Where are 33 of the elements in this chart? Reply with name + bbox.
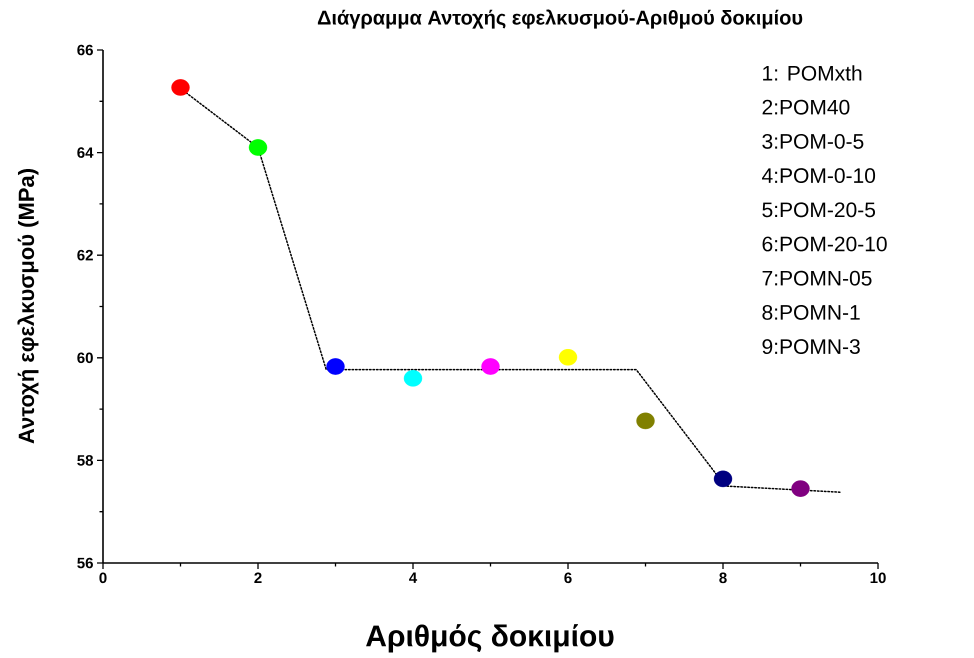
point [171,79,190,96]
x-tick-label: 6 [564,572,572,584]
point [791,480,810,497]
annotation: 1: POMxth [763,65,862,81]
x-tick-label: 8 [719,572,727,584]
point [636,412,655,430]
x-axis-title: Αριθμός δοκιμίου [366,624,614,652]
point [558,348,578,366]
annotation: 3:POM-0-5 [762,134,864,149]
x-tick-label: 0 [99,572,107,584]
x-tick-label: 4 [409,572,418,583]
annotation: 5:POM-20-5 [762,202,876,218]
point [326,358,345,375]
point [248,139,268,156]
annotation: 7:POMN-05 [762,270,872,286]
y-axis-title: Αντοχή εφελκυσμού (MPa) [17,169,38,444]
annotation: 2:POM40 [762,100,850,115]
y-tick-label: 64 [77,147,94,158]
annotation: 9:POMN-3 [762,339,860,354]
y-tick-label: 58 [77,455,94,466]
annotation: 8:POMN-1 [762,304,860,320]
x-tick-label: 10 [870,572,886,584]
y-tick-label: 62 [77,250,93,260]
annotation: 4:POM-0-10 [762,168,876,184]
x-tick-label: 2 [254,572,262,583]
annotation: 6:POM-20-10 [762,236,887,252]
point [714,470,732,488]
point [404,370,422,387]
y-tick-label: 66 [77,44,93,56]
chart-title: Διάγραμμα Αντοχής εφελκυσμού-Αριθμού δοκιμίου [318,10,802,29]
y-tick-label: 56 [77,558,93,568]
y-tick-label: 60 [77,352,93,364]
point [481,358,500,375]
